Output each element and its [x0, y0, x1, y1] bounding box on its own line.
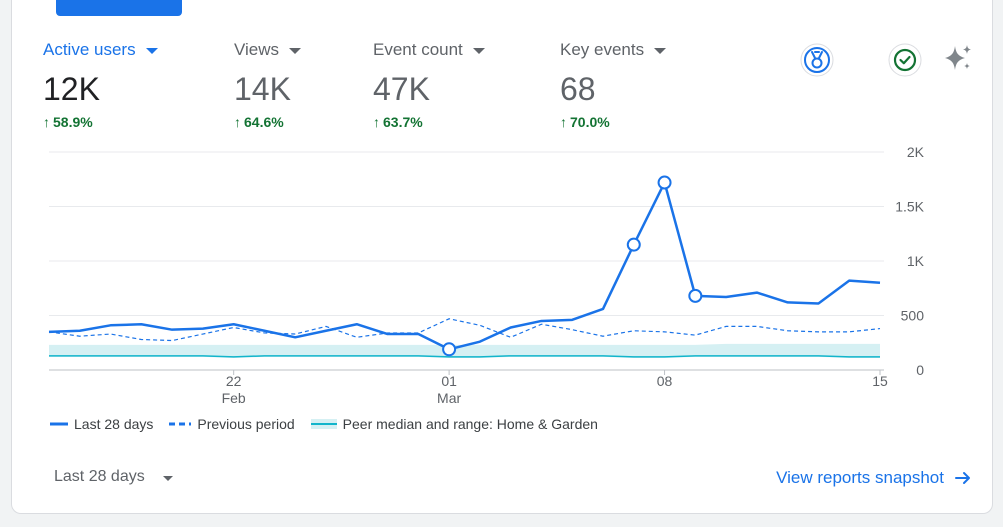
x-tick-label: 08	[657, 373, 673, 389]
medal-icon[interactable]	[799, 42, 835, 78]
legend-band-swatch	[310, 419, 337, 429]
metric-delta: ↑ 70.0%	[560, 114, 666, 130]
y-tick-label: 2K	[907, 144, 925, 160]
metric-active-users[interactable]: Active users 12K ↑ 58.9%	[43, 38, 158, 130]
current-period-line	[48, 181, 881, 351]
legend-solid-swatch	[50, 422, 68, 426]
chevron-down-icon	[289, 48, 302, 54]
arrow-up-icon: ↑	[560, 114, 567, 130]
chart-legend: Last 28 days Previous period Peer median…	[50, 416, 598, 432]
metric-views[interactable]: Views 14K ↑ 64.6%	[234, 38, 302, 130]
legend-label: Peer median and range: Home & Garden	[342, 416, 598, 432]
y-tick-label: 500	[901, 308, 925, 324]
link-label: View reports snapshot	[776, 468, 944, 487]
metric-delta: ↑ 63.7%	[373, 114, 485, 130]
previous-period-line	[48, 318, 881, 342]
chevron-down-icon	[654, 48, 667, 54]
legend-label: Last 28 days	[74, 416, 154, 432]
chevron-down-icon	[145, 48, 158, 54]
x-tick-month-label: Mar	[437, 390, 461, 406]
arrow-up-icon: ↑	[234, 114, 241, 130]
x-tick-month-label: Feb	[222, 390, 246, 406]
data-point-marker	[626, 237, 641, 252]
metric-label-text: Views	[234, 40, 280, 59]
metric-delta-text: 70.0%	[570, 114, 610, 130]
metric-delta-text: 63.7%	[383, 114, 423, 130]
chevron-down-icon	[162, 475, 173, 481]
metric-delta: ↑ 58.9%	[43, 114, 158, 130]
view-reports-snapshot-link[interactable]: View reports snapshot	[776, 468, 972, 488]
metric-label[interactable]: Views	[234, 38, 302, 62]
legend-dashed-swatch	[169, 422, 192, 426]
metric-label-text: Event count	[373, 40, 463, 59]
y-tick-label: 0	[916, 362, 924, 378]
data-point-marker	[688, 288, 703, 303]
date-range-select[interactable]: Last 28 days	[54, 468, 173, 486]
date-range-label: Last 28 days	[54, 468, 145, 485]
legend-item-current: Last 28 days	[50, 416, 153, 432]
metric-delta: ↑ 64.6%	[234, 114, 301, 130]
metric-label[interactable]: Active users	[43, 38, 158, 62]
metric-label-text: Key events	[560, 40, 645, 59]
metric-key-events[interactable]: Key events 68 ↑ 70.0%	[560, 38, 667, 130]
legend-item-previous: Previous period	[169, 416, 295, 432]
arrow-up-icon: ↑	[43, 114, 50, 130]
y-tick-label: 1K	[907, 253, 925, 269]
x-tick-label: 15	[872, 373, 888, 389]
x-tick-label: 22	[226, 373, 242, 389]
peer-median-line	[49, 355, 880, 358]
metric-delta-text: 64.6%	[244, 114, 284, 130]
metric-delta-text: 58.9%	[53, 114, 93, 130]
arrow-right-icon	[955, 472, 970, 484]
peer-range-band	[49, 343, 880, 359]
data-point-marker	[442, 342, 457, 357]
metric-value: 14K	[234, 71, 291, 107]
metric-label[interactable]: Event count	[373, 38, 485, 62]
metric-value: 12K	[43, 71, 100, 107]
data-point-marker	[657, 175, 672, 190]
metric-value: 68	[560, 71, 596, 107]
metric-label-text: Active users	[43, 40, 136, 59]
chevron-down-icon	[472, 48, 485, 54]
metric-label[interactable]: Key events	[560, 38, 667, 62]
arrow-up-icon: ↑	[373, 114, 380, 130]
check-circle-icon[interactable]	[887, 42, 923, 78]
home-card: Active users 12K ↑ 58.9% Views 14K ↑ 64.…	[11, 0, 993, 514]
metric-event-count[interactable]: Event count 47K ↑ 63.7%	[373, 38, 485, 130]
y-tick-label: 1.5K	[895, 199, 924, 215]
selected-tab-indicator	[56, 0, 182, 16]
metric-value: 47K	[373, 71, 430, 107]
legend-label: Previous period	[197, 416, 295, 432]
legend-item-peer: Peer median and range: Home & Garden	[310, 416, 598, 432]
sparkle-icon[interactable]	[940, 40, 976, 76]
x-tick-label: 01	[441, 373, 457, 389]
